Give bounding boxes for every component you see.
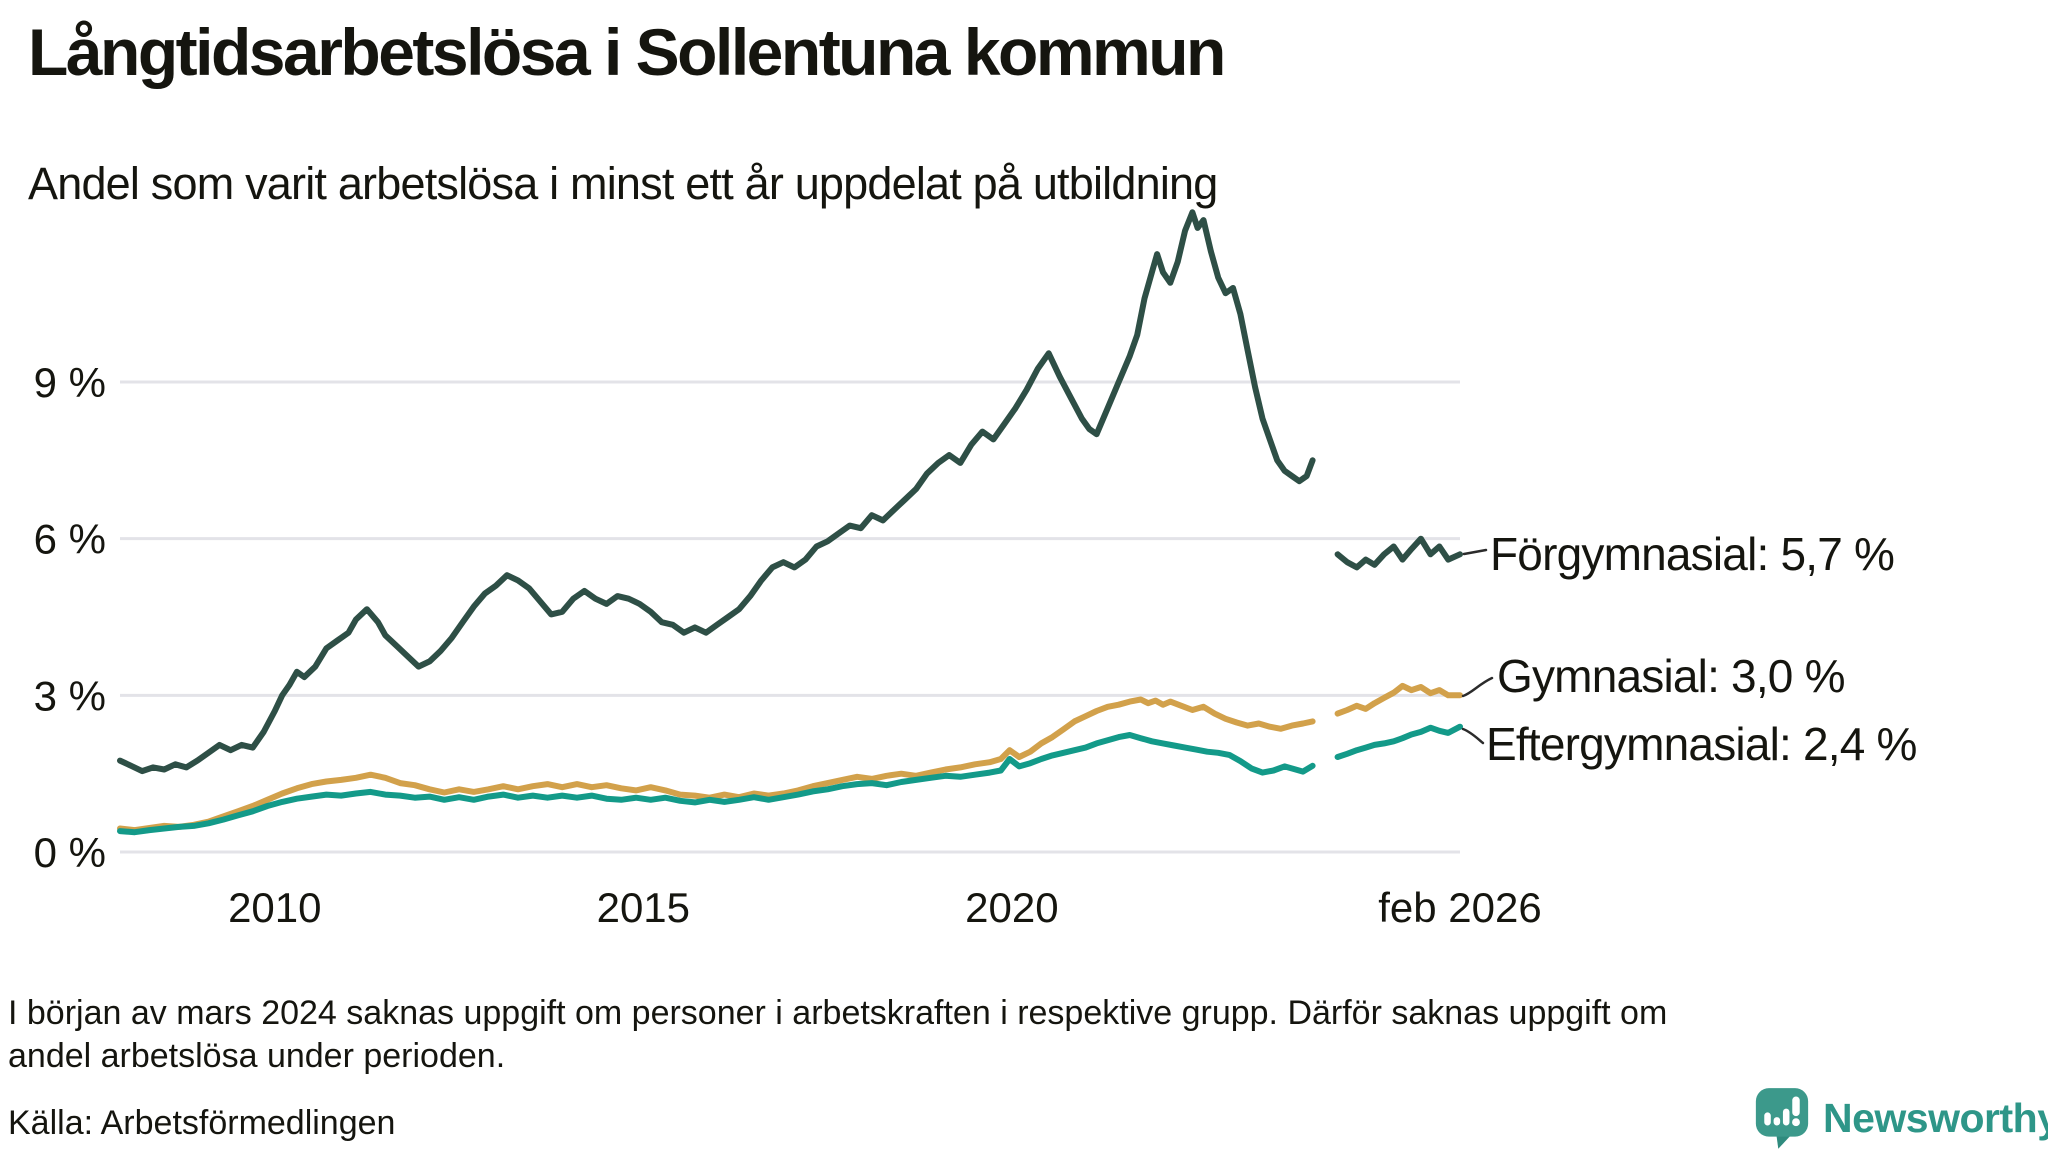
- label-connector-gymnasial: [1461, 676, 1494, 698]
- bar-1: [1764, 1112, 1771, 1126]
- chart-title: Långtidsarbetslösa i Sollentuna kommun: [28, 15, 1226, 89]
- series-label-gymnasial: Gymnasial: 3,0 %: [1497, 650, 1845, 702]
- newsworthy-wordmark: Newsworthy: [1823, 1094, 2048, 1141]
- x-tick-label: feb 2026: [1378, 884, 1542, 931]
- x-tick-label: 2015: [597, 884, 690, 931]
- exclamation-dot: [1792, 1118, 1800, 1127]
- label-connector-forgymnasial: [1462, 548, 1488, 556]
- chart-subtitle: Andel som varit arbetslösa i minst ett å…: [28, 158, 1218, 209]
- y-tick-label: 9 %: [34, 359, 106, 406]
- x-tick-label: 2010: [228, 884, 321, 931]
- x-tick-label: 2020: [965, 884, 1058, 931]
- source-label: Källa: Arbetsförmedlingen: [8, 1104, 396, 1142]
- exclamation-stem: [1792, 1096, 1800, 1117]
- footnote-line-2: andel arbetslösa under perioden.: [8, 1036, 506, 1075]
- series-label-eftergymnasial: Eftergymnasial: 2,4 %: [1486, 718, 1917, 770]
- y-tick-label: 3 %: [34, 672, 106, 719]
- footnote-line-1: I början av mars 2024 saknas uppgift om …: [8, 994, 1668, 1032]
- newsworthy-bubble-chart-icon: [1755, 1088, 1809, 1149]
- footnote: I början av mars 2024 saknas uppgift om …: [8, 992, 1667, 1078]
- bar-2: [1773, 1117, 1781, 1126]
- bubble-body: [1755, 1088, 1809, 1137]
- label-connector-eftergymnasial: [1461, 727, 1485, 745]
- series-label-forgymnasial: Förgymnasial: 5,7 %: [1490, 528, 1895, 580]
- series-line-eftergymnasial: [117, 723, 1463, 836]
- newsworthy-logo: Newsworthy: [1754, 1086, 2048, 1150]
- series-line-forgymnasial: [117, 209, 1463, 775]
- bubble-tail: [1776, 1134, 1792, 1149]
- bar-3: [1782, 1108, 1790, 1126]
- y-tick-label: 6 %: [34, 516, 106, 563]
- y-tick-label: 0 %: [34, 829, 106, 876]
- series-line-gymnasial: [117, 682, 1463, 834]
